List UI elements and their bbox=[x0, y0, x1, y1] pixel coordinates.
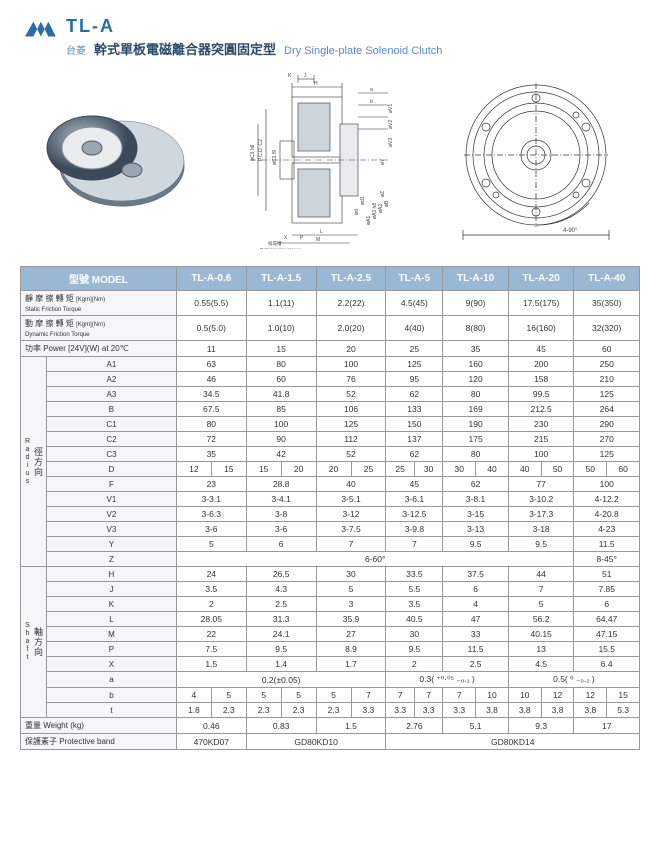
header: TL-A 台菱 幹式單板電磁離合器突圓固定型 Dry Single-plate … bbox=[20, 16, 640, 58]
svg-text:øV3: øV3 bbox=[388, 138, 394, 147]
subtitle-row: 台菱 幹式單板電磁離合器突圓固定型 Dry Single-plate Solen… bbox=[66, 39, 442, 58]
radius-group-label: 徑方向Radius bbox=[21, 357, 47, 567]
svg-text:øV2: øV2 bbox=[388, 120, 394, 129]
model-col: TL-A-5 bbox=[386, 267, 443, 291]
brand-label: 台菱 bbox=[66, 42, 86, 57]
svg-text:K: K bbox=[288, 73, 292, 79]
static-torque-label: 靜 摩 擦 轉 矩 [Kgm](Nm) Static Friction Torq… bbox=[21, 291, 177, 316]
power-label: 功率 Power [24V](W) at 20℃ bbox=[21, 341, 177, 357]
svg-text:P.C.D. C2: P.C.D. C2 bbox=[258, 139, 264, 161]
svg-text:扣環槽: 扣環槽 bbox=[268, 240, 282, 247]
brand-logo-icon bbox=[20, 16, 58, 44]
svg-text:øC3 h8: øC3 h8 bbox=[250, 144, 256, 161]
svg-text:øB: øB bbox=[384, 200, 390, 207]
model-col: TL-A-40 bbox=[574, 267, 640, 291]
model-col: TL-A-20 bbox=[508, 267, 574, 291]
model-col: TL-A-0.6 bbox=[176, 267, 246, 291]
row-dynamic-torque: 動 摩 擦 轉 矩 [Kgm](Nm) Dynamic Friction Tor… bbox=[21, 316, 640, 341]
product-code: TL-A bbox=[66, 16, 442, 37]
model-col: TL-A-10 bbox=[443, 267, 509, 291]
svg-text:J: J bbox=[304, 73, 307, 79]
svg-text:4-90°: 4-90° bbox=[563, 228, 578, 234]
row-static-torque: 靜 摩 擦 轉 矩 [Kgm](Nm) Static Friction Torq… bbox=[21, 291, 640, 316]
front-drawing: 4-90° bbox=[451, 77, 626, 242]
subtitle-cn: 幹式單板電磁離合器突圓固定型 bbox=[94, 39, 276, 58]
svg-text:ød1: ød1 bbox=[360, 196, 366, 205]
svg-text:M: M bbox=[316, 237, 320, 243]
diagram-row: H J K a b øV1 øV2 øV3 øY øZ P.C.D. C2 øC… bbox=[20, 70, 640, 248]
svg-text:b: b bbox=[370, 99, 373, 105]
svg-text:H: H bbox=[314, 81, 318, 87]
shaft-group-label: 軸方向Shaft bbox=[21, 567, 47, 718]
row-weight: 重量 Weight (kg) 0.460.831.52.765.19.317 bbox=[21, 718, 640, 734]
svg-text:øC1 f9: øC1 f9 bbox=[272, 150, 278, 165]
section-drawing: H J K a b øV1 øV2 øV3 øY øZ P.C.D. C2 øC… bbox=[220, 69, 420, 249]
svg-text:øV1: øV1 bbox=[388, 104, 394, 113]
spec-table: 型號 MODEL TL-A-0.6 TL-A-1.5 TL-A-2.5 TL-A… bbox=[20, 266, 640, 750]
svg-text:øY: øY bbox=[380, 158, 386, 165]
svg-text:P: P bbox=[300, 235, 304, 241]
dynamic-torque-label: 動 摩 擦 轉 矩 [Kgm](Nm) Dynamic Friction Tor… bbox=[21, 316, 177, 341]
row-model: 型號 MODEL TL-A-0.6 TL-A-1.5 TL-A-2.5 TL-A… bbox=[21, 267, 640, 291]
svg-text:ød: ød bbox=[354, 209, 360, 215]
row-power: 功率 Power [24V](W) at 20℃ 11152025354560 bbox=[21, 341, 640, 357]
svg-text:Retainer ring groove: Retainer ring groove bbox=[260, 247, 301, 249]
svg-text:L: L bbox=[320, 229, 323, 235]
title-block: TL-A 台菱 幹式單板電磁離合器突圓固定型 Dry Single-plate … bbox=[66, 16, 442, 58]
svg-text:X: X bbox=[284, 235, 288, 241]
model-header-label: 型號 MODEL bbox=[21, 267, 177, 291]
product-photo bbox=[34, 94, 189, 224]
subtitle-en: Dry Single-plate Solenoid Clutch bbox=[284, 45, 442, 57]
svg-text:a: a bbox=[370, 87, 373, 93]
model-col: TL-A-1.5 bbox=[246, 267, 316, 291]
model-col: TL-A-2.5 bbox=[316, 267, 386, 291]
row-protective: 保護素子 Protective band 470KD07 GD80KD10 GD… bbox=[21, 734, 640, 750]
svg-text:øZ: øZ bbox=[380, 191, 386, 197]
page: TL-A 台菱 幹式單板電磁離合器突圓固定型 Dry Single-plate … bbox=[0, 0, 660, 766]
